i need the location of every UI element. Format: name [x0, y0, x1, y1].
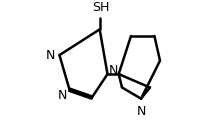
Text: N: N — [46, 49, 55, 62]
Text: N: N — [109, 64, 118, 77]
Text: SH: SH — [92, 1, 109, 14]
Text: N: N — [136, 105, 146, 118]
Text: N: N — [58, 89, 67, 102]
